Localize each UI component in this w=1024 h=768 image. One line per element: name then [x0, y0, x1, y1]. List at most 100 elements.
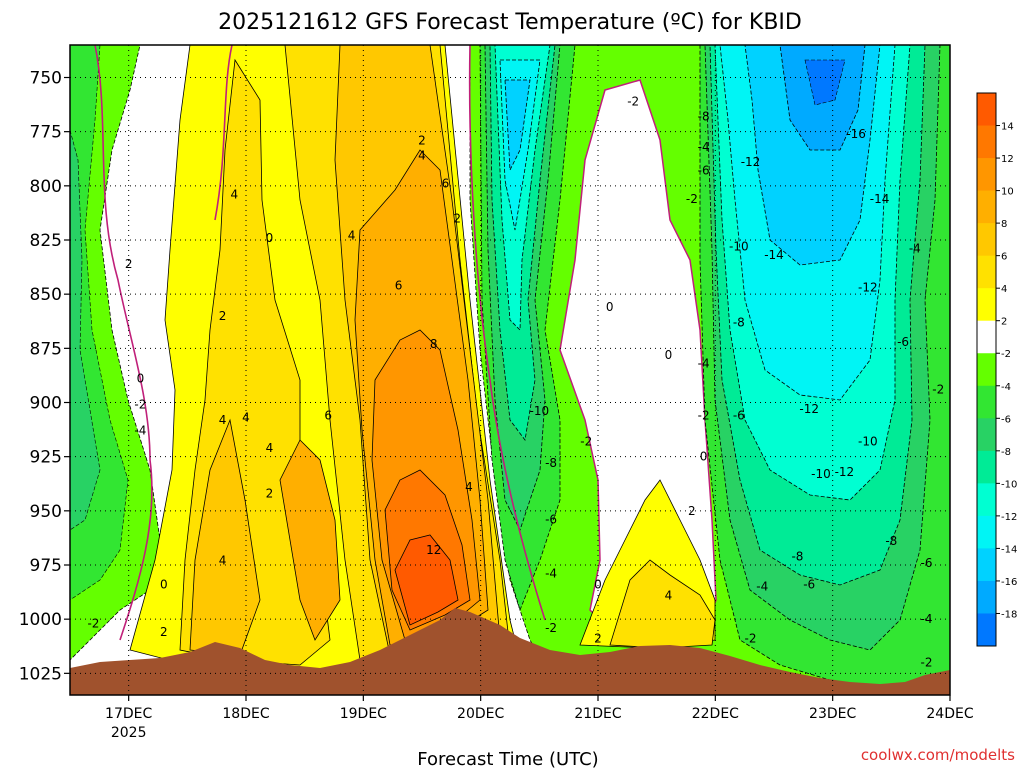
contour-label: 0 — [266, 231, 274, 245]
y-tick-label: 925 — [30, 448, 62, 468]
colorbar-label: 6 — [1001, 252, 1007, 263]
colorbar-border — [976, 92, 997, 647]
contour-label: 6 — [442, 177, 450, 191]
y-tick-label: 1000 — [19, 610, 62, 630]
grid — [70, 45, 950, 695]
contour-label: 0 — [594, 578, 602, 592]
colorbar-swatch — [977, 93, 996, 127]
contour-label: 4 — [465, 480, 473, 494]
contour-labels: 2 0 -2 -4 0 -2 2 4 0 2 4 4 4 4 2 4 6 6 2 4 6 2 8 12 4 -10 -8 -6 -4 -2… — [87, 94, 944, 669]
colorbar-swatch — [977, 613, 996, 647]
credit-link[interactable]: coolwx.com/modelts — [861, 746, 1015, 764]
y-tick-label: 975 — [30, 556, 62, 576]
colorbar-label: 10 — [1001, 187, 1014, 198]
contour-label: -2 — [87, 617, 99, 631]
colorbar-label: -6 — [1001, 414, 1011, 425]
contour-label: 4 — [242, 411, 250, 425]
x-tick-label: 18DEC — [222, 706, 269, 722]
contour-label: 8 — [430, 337, 438, 351]
contour-label: -6 — [698, 164, 710, 178]
colorbar-label: 8 — [1001, 219, 1007, 230]
y-tick-label: 825 — [30, 231, 62, 251]
contour-label: -10 — [729, 240, 749, 254]
colorbar-swatch — [977, 353, 996, 387]
contour-label: 12 — [426, 543, 441, 557]
y-tick-label: 800 — [30, 177, 62, 197]
colorbar-label: 2 — [1001, 317, 1007, 328]
contour-label: -4 — [698, 357, 710, 371]
contour-label: -12 — [835, 465, 855, 479]
colorbar-swatch — [977, 515, 996, 549]
contour-label: 0 — [700, 450, 708, 464]
contour-label: -4 — [921, 612, 933, 626]
contour-label: -10 — [530, 404, 550, 418]
contour-label: -4 — [698, 140, 710, 154]
x-axis-label: Forecast Time (UTC) — [417, 749, 598, 768]
contour-label: 0 — [606, 300, 614, 314]
colorbar-label: 12 — [1001, 154, 1014, 165]
contour-label: -4 — [545, 567, 557, 581]
colorbar-label: 4 — [1001, 284, 1007, 295]
contour-label: -6 — [733, 409, 745, 423]
contour-label: 4 — [230, 188, 238, 202]
colorbar-swatch — [977, 580, 996, 614]
colorbar-label: -12 — [1001, 512, 1017, 523]
contour-label: 6 — [395, 279, 403, 293]
x-tick-label: 19DEC — [340, 706, 387, 722]
contour-label: 2 — [219, 309, 227, 323]
contour-label: -8 — [545, 456, 557, 470]
contour-label: 0 — [665, 348, 673, 362]
contour-label: -2 — [627, 94, 639, 108]
contour-label: -4 — [909, 242, 921, 256]
x-tick-year: 2025 — [111, 725, 147, 741]
region-green-left-core — [70, 129, 101, 531]
y-tick-label: 900 — [30, 394, 62, 414]
contour-label: 4 — [665, 588, 673, 602]
contour-label: 4 — [266, 441, 274, 455]
contour-label: -12 — [741, 155, 761, 169]
x-tick-label: 22DEC — [692, 706, 739, 722]
colorbar-swatch — [977, 385, 996, 419]
y-tick-label: 775 — [30, 123, 62, 143]
colorbar-swatch — [977, 223, 996, 257]
x-tick-label: 23DEC — [809, 706, 856, 722]
contour-label: -2 — [698, 409, 710, 423]
contour-label: 4 — [219, 413, 227, 427]
plot-border — [69, 44, 951, 696]
colorbar-label: -2 — [1001, 349, 1011, 360]
colorbar-label: -18 — [1001, 609, 1017, 620]
chart-title: 2025121612 GFS Forecast Temperature (ºC)… — [218, 10, 802, 35]
contour-label: -2 — [134, 398, 146, 412]
colorbar-label: -10 — [1001, 479, 1017, 490]
zero-contour-left — [94, 45, 153, 641]
contour-label: 2 — [125, 257, 133, 271]
contour-label: -2 — [580, 435, 592, 449]
colorbar-swatch — [977, 548, 996, 582]
contour-label: -2 — [745, 632, 757, 646]
contour-label: 2 — [594, 632, 602, 646]
colorbar-swatch — [977, 255, 996, 289]
y-tick-label: 875 — [30, 339, 62, 359]
contour-label: -10 — [858, 435, 878, 449]
contour-label: -6 — [545, 513, 557, 527]
contour-label: -4 — [134, 424, 146, 438]
y-tick-label: 750 — [30, 69, 62, 89]
colorbar-swatch — [977, 190, 996, 224]
contour-label: 2 — [418, 133, 426, 147]
x-tick-label: 20DEC — [457, 706, 504, 722]
contour-label: 0 — [160, 578, 168, 592]
contour-label: -8 — [733, 315, 745, 329]
contour-label: -8 — [698, 110, 710, 124]
contour-label: -2 — [686, 192, 698, 206]
contour-label: -10 — [811, 467, 831, 481]
contour-label: 0 — [137, 372, 145, 386]
zero-contour-mid2 — [214, 45, 233, 221]
contour-label: -8 — [791, 549, 803, 563]
x-axis: 17DEC 18DEC 19DEC 20DEC 21DEC 22DEC 23DEC 24DEC… — [105, 695, 974, 741]
contour-label: 2 — [453, 211, 461, 225]
x-tick-label: 21DEC — [574, 706, 621, 722]
colorbar-label: -14 — [1001, 544, 1017, 555]
colorbar-swatch — [977, 450, 996, 484]
colorbar-swatch — [977, 418, 996, 452]
colorbar-swatch — [977, 158, 996, 192]
